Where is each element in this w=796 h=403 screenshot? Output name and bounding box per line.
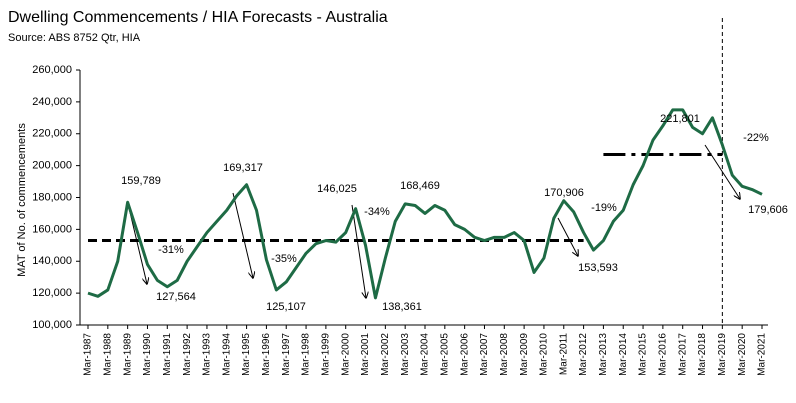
y-tick-label: 140,000: [32, 255, 72, 267]
annotation: 170,906: [544, 187, 584, 199]
x-tick-label: Mar-2008: [499, 333, 510, 376]
annotation: 127,564: [156, 291, 196, 303]
x-tick-label: Mar-1993: [202, 333, 213, 376]
x-tick-label: Mar-2021: [757, 333, 768, 376]
x-tick-label: Mar-1992: [182, 333, 193, 376]
x-tick-label: Mar-1989: [122, 333, 133, 376]
y-tick-label: 120,000: [32, 287, 72, 299]
x-tick-label: Mar-2001: [360, 333, 371, 376]
annotation: 221,801: [660, 113, 700, 125]
x-tick-label: Mar-2009: [519, 333, 530, 376]
x-tick-label: Mar-1995: [241, 333, 252, 376]
annotation: -31%: [158, 244, 184, 256]
y-tick-label: 240,000: [32, 96, 72, 108]
x-tick-label: Mar-2016: [658, 333, 669, 376]
x-tick-label: Mar-1999: [321, 333, 332, 376]
x-tick-label: Mar-2007: [479, 333, 490, 376]
y-tick-label: 100,000: [32, 319, 72, 331]
x-tick-label: Mar-2002: [380, 333, 391, 376]
y-tick-label: 180,000: [32, 191, 72, 203]
x-tick-label: Mar-2013: [598, 333, 609, 376]
x-tick-label: Mar-2017: [677, 333, 688, 376]
y-tick-label: 260,000: [32, 64, 72, 76]
annotation: 146,025: [317, 183, 357, 195]
x-tick-label: Mar-1996: [261, 333, 272, 376]
x-tick-label: Mar-2000: [340, 333, 351, 376]
x-tick-label: Mar-1997: [281, 333, 292, 376]
annotation: 138,361: [382, 301, 422, 313]
x-tick-label: Mar-1998: [301, 333, 312, 376]
annotation: -34%: [364, 206, 390, 218]
x-tick-label: Mar-2010: [539, 333, 550, 376]
x-tick-label: Mar-1990: [142, 333, 153, 376]
x-tick-label: Mar-2011: [558, 333, 569, 375]
x-tick-label: Mar-2014: [618, 333, 629, 376]
x-tick-label: Mar-1987: [83, 333, 94, 376]
x-tick-label: Mar-1988: [102, 333, 113, 376]
annotation: 159,789: [121, 175, 161, 187]
y-tick-label: 220,000: [32, 128, 72, 140]
annotation: 168,469: [400, 180, 440, 192]
line-series: [87, 108, 763, 300]
chart-title: Dwelling Commencements / HIA Forecasts -…: [8, 9, 388, 26]
chart-subtitle: Source: ABS 8752 Qtr, HIA: [8, 32, 141, 44]
x-tick-label: Mar-2004: [420, 333, 431, 376]
x-tick-label: Mar-2019: [717, 333, 728, 376]
y-tick-label: 160,000: [32, 223, 72, 235]
x-tick-label: Mar-2012: [578, 333, 589, 376]
y-axis-label: MAT of No. of commencements: [16, 123, 28, 277]
annotation: -19%: [591, 202, 617, 214]
annotation: -35%: [271, 253, 297, 265]
x-tick-label: Mar-1991: [162, 333, 173, 376]
x-tick-label: Mar-2018: [697, 333, 708, 376]
annotation: 179,606: [748, 204, 788, 216]
x-tick-label: Mar-1994: [221, 333, 232, 376]
y-tick-label: 200,000: [32, 160, 72, 172]
annotation: 169,317: [223, 162, 263, 174]
x-tick-label: Mar-2020: [737, 333, 748, 376]
x-tick-label: Mar-2015: [638, 333, 649, 376]
annotation: 125,107: [266, 301, 306, 313]
annotation: 153,593: [578, 262, 618, 274]
x-tick-label: Mar-2005: [439, 333, 450, 376]
x-tick-label: Mar-2006: [459, 333, 470, 376]
annotation: -22%: [743, 132, 769, 144]
arrows: [128, 144, 740, 298]
x-tick-label: Mar-2003: [400, 333, 411, 376]
